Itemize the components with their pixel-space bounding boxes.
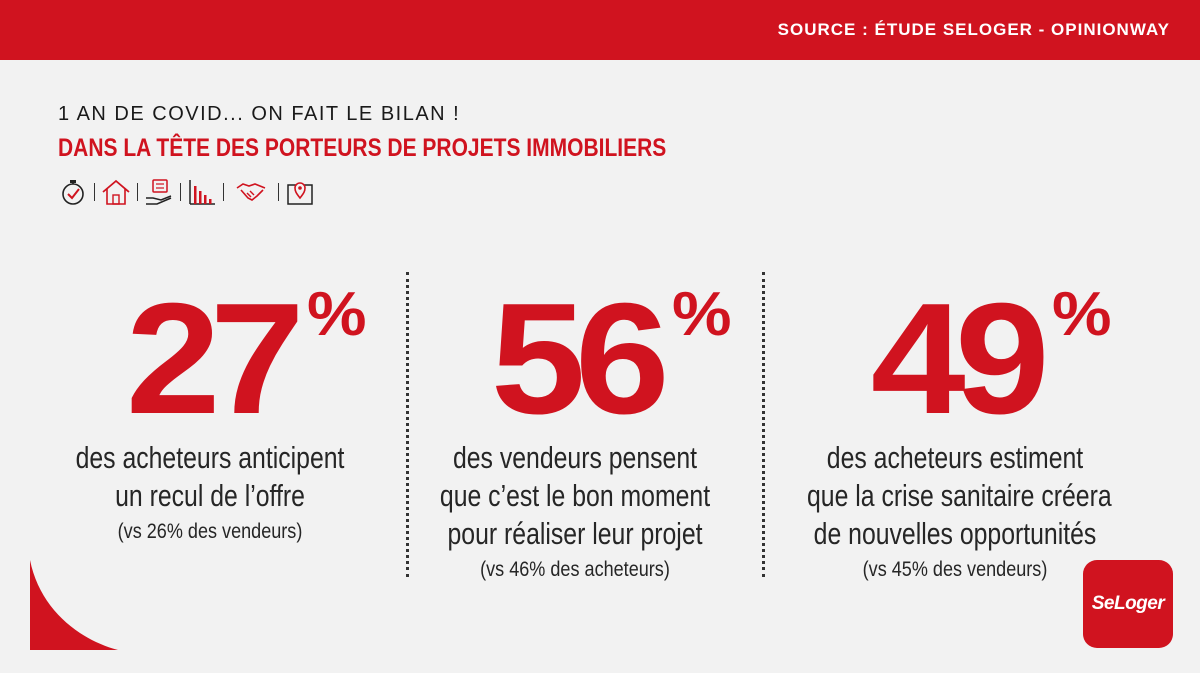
icon-separator <box>180 183 181 201</box>
handshake-icon <box>236 183 266 201</box>
stat-description-line: des acheteurs estiment <box>826 440 1084 475</box>
source-label: SOURCE : ÉTUDE SELOGER - OPINIONWAY <box>777 20 1170 39</box>
stopwatch-icon <box>62 180 84 205</box>
stat-description-line: des vendeurs pensent <box>452 440 698 475</box>
stat-description-line: que c’est le bon moment <box>439 478 711 513</box>
page-title: DANS LA TÊTE DES PORTEURS DE PROJETS IMM… <box>58 134 667 162</box>
stat-block-buyers-opportunities: 49% des acheteurs estiment que la crise … <box>770 280 1140 584</box>
decorative-corner-swoosh <box>30 560 118 650</box>
stat-block-buyers-supply: 27% des acheteurs anticipent un recul de… <box>40 280 380 546</box>
stat-comparison-note: (vs 45% des vendeurs) <box>862 558 1048 581</box>
stat-description-line: de nouvelles opportunités <box>813 516 1097 551</box>
bar-chart-icon <box>189 180 215 205</box>
icon-separator <box>223 183 224 201</box>
theme-icons-row <box>57 176 316 208</box>
stat-value: 49% <box>870 271 1112 447</box>
page-kicker: 1 AN DE COVID... ON FAIT LE BILAN ! <box>58 103 461 125</box>
icon-separator <box>137 183 138 201</box>
stat-description-line: pour réaliser leur projet <box>447 516 703 551</box>
map-pin-icon <box>287 182 313 205</box>
stat-comparison-note: (vs 26% des vendeurs) <box>117 520 303 543</box>
seloger-logo: SeLoger <box>1083 560 1173 648</box>
house-icon <box>102 179 130 205</box>
logo-text: SeLoger <box>1091 593 1165 614</box>
percent-sign: % <box>307 280 367 349</box>
column-divider <box>406 272 409 577</box>
stat-value: 56% <box>490 271 732 447</box>
top-banner: SOURCE : ÉTUDE SELOGER - OPINIONWAY <box>0 0 1200 60</box>
stat-comparison-note: (vs 46% des acheteurs) <box>480 558 670 581</box>
percent-sign: % <box>1052 280 1112 349</box>
stat-description-line: que la crise sanitaire créera <box>807 478 1112 513</box>
column-divider <box>762 272 765 577</box>
stat-value: 27% <box>125 271 367 447</box>
stat-description-line: des acheteurs anticipent <box>75 440 345 475</box>
percent-sign: % <box>672 280 732 349</box>
icon-separator <box>278 183 279 201</box>
hand-money-icon <box>146 179 172 205</box>
stat-block-sellers-moment: 56% des vendeurs pensent que c’est le bo… <box>400 280 750 584</box>
stat-description-line: un recul de l’offre <box>115 478 305 513</box>
icon-separator <box>94 183 95 201</box>
